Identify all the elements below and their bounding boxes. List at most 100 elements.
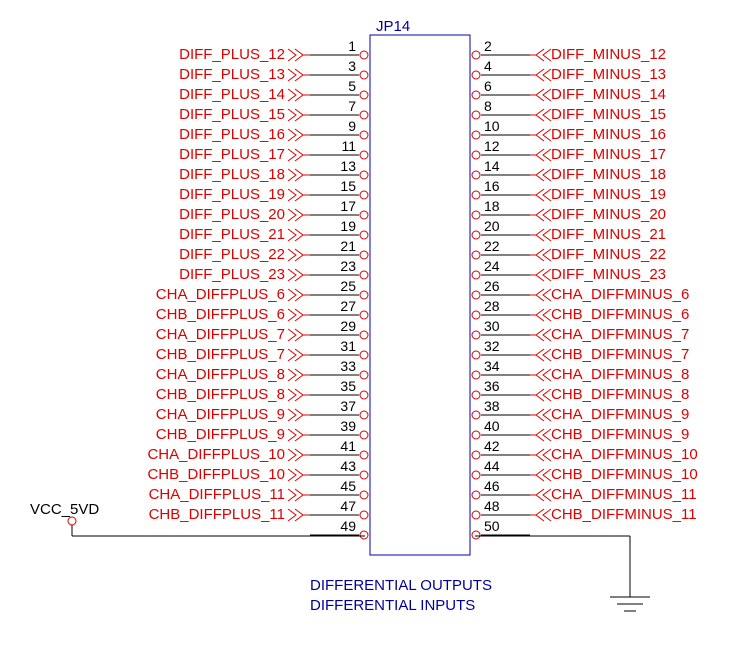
net-label-left: CHB_DIFFPLUS_9 bbox=[156, 426, 285, 443]
net-label-right: DIFF_MINUS_14 bbox=[551, 86, 666, 103]
pin-number-left: 15 bbox=[340, 178, 356, 194]
pin-number-left: 45 bbox=[340, 478, 356, 494]
pin-number-left: 39 bbox=[340, 418, 356, 434]
net-label-right: CHB_DIFFMINUS_6 bbox=[551, 306, 689, 323]
port-chevron-right bbox=[530, 288, 552, 302]
pin-number-right: 48 bbox=[484, 498, 500, 514]
pin-dot-right bbox=[471, 150, 481, 160]
net-label-left: DIFF_PLUS_20 bbox=[179, 206, 285, 223]
port-chevron-left bbox=[287, 348, 310, 362]
vcc-port-circle bbox=[67, 516, 77, 526]
port-chevron-left bbox=[287, 488, 310, 502]
net-label-left: DIFF_PLUS_19 bbox=[179, 186, 285, 203]
port-chevron-left bbox=[287, 48, 310, 62]
port-chevron-left bbox=[287, 468, 310, 482]
pin-dot-right bbox=[471, 310, 481, 320]
pin-number-left: 21 bbox=[340, 238, 356, 254]
port-chevron-right bbox=[530, 68, 552, 82]
port-chevron-right bbox=[530, 508, 552, 522]
pin-number-right: 28 bbox=[484, 298, 500, 314]
pin-number-right: 20 bbox=[484, 218, 500, 234]
pin-number-right: 38 bbox=[484, 398, 500, 414]
connector-body bbox=[369, 34, 471, 556]
port-chevron-left bbox=[287, 148, 310, 162]
net-label-left: DIFF_PLUS_14 bbox=[179, 86, 285, 103]
pin-number-left: 3 bbox=[348, 58, 356, 74]
port-chevron-left bbox=[287, 248, 310, 262]
pin-number-right: 2 bbox=[484, 38, 492, 54]
pin-number-left: 47 bbox=[340, 498, 356, 514]
pin-number-right: 4 bbox=[484, 58, 492, 74]
pin-number-right: 42 bbox=[484, 438, 500, 454]
net-label-left: CHA_DIFFPLUS_9 bbox=[156, 406, 285, 423]
pin-dot-right bbox=[471, 90, 481, 100]
pin-dot-left bbox=[359, 390, 369, 400]
pin-dot-left bbox=[359, 190, 369, 200]
net-label-right: CHA_DIFFMINUS_11 bbox=[551, 486, 697, 503]
pin-number-left: 41 bbox=[340, 438, 356, 454]
pin-number-left: 37 bbox=[340, 398, 356, 414]
pin-dot-right bbox=[471, 390, 481, 400]
net-label-right: CHB_DIFFMINUS_11 bbox=[551, 506, 697, 523]
pin-number-right: 12 bbox=[484, 138, 500, 154]
pin-number-right: 22 bbox=[484, 238, 500, 254]
pin-number-left: 7 bbox=[348, 98, 356, 114]
net-label-left: DIFF_PLUS_13 bbox=[179, 66, 285, 83]
net-label-right: DIFF_MINUS_15 bbox=[551, 106, 666, 123]
net-label-right: CHA_DIFFMINUS_8 bbox=[551, 366, 689, 383]
pin-dot-right bbox=[471, 470, 481, 480]
pin-dot-left bbox=[359, 410, 369, 420]
pin-number-right: 36 bbox=[484, 378, 500, 394]
port-chevron-right bbox=[530, 208, 552, 222]
left-net-lines bbox=[287, 48, 310, 522]
left-net-labels: DIFF_PLUS_12 DIFF_PLUS_13 DIFF_PLUS_14 DIFF… bbox=[147, 46, 285, 523]
ground-symbol bbox=[475, 535, 650, 612]
pin-number-left: 29 bbox=[340, 318, 356, 334]
net-label-right: DIFF_MINUS_23 bbox=[551, 266, 666, 283]
net-label-right: DIFF_MINUS_21 bbox=[551, 226, 666, 243]
pin-dot-right bbox=[471, 430, 481, 440]
pin-number-right: 8 bbox=[484, 98, 492, 114]
port-chevron-left bbox=[287, 308, 310, 322]
right-net-labels: DIFF_MINUS_12 DIFF_MINUS_13 DIFF_MINUS_14 D… bbox=[551, 46, 698, 523]
pin-number-left: 25 bbox=[340, 278, 356, 294]
pin-number-left: 1 bbox=[348, 38, 356, 54]
net-label-left: CHB_DIFFPLUS_7 bbox=[156, 346, 285, 363]
port-chevron-right bbox=[530, 408, 552, 422]
note-line-2: DIFFERENTIAL INPUTS bbox=[310, 597, 475, 614]
pin-number-right: 32 bbox=[484, 338, 500, 354]
net-label-right: CHA_DIFFMINUS_9 bbox=[551, 406, 689, 423]
pin-dot-left bbox=[359, 90, 369, 100]
pin-dot-right bbox=[471, 530, 481, 540]
pin-dot-right bbox=[471, 290, 481, 300]
pin-dot-right bbox=[471, 270, 481, 280]
pin-dot-right bbox=[471, 490, 481, 500]
pin-number-left: 33 bbox=[340, 358, 356, 374]
port-chevron-left bbox=[287, 508, 310, 522]
port-chevron-left bbox=[287, 68, 310, 82]
port-chevron-right bbox=[530, 468, 552, 482]
pin-dot-right bbox=[471, 50, 481, 60]
net-label-left: CHB_DIFFPLUS_6 bbox=[156, 306, 285, 323]
port-chevron-left bbox=[287, 328, 310, 342]
pin-dot-right bbox=[471, 210, 481, 220]
port-chevron-right bbox=[530, 168, 552, 182]
pin-number-right: 30 bbox=[484, 318, 500, 334]
pin-dot-left bbox=[359, 290, 369, 300]
pin-number-left: 49 bbox=[340, 518, 356, 534]
pin-dot-left bbox=[359, 170, 369, 180]
pin-number-right: 26 bbox=[484, 278, 500, 294]
pin-dot-left bbox=[359, 450, 369, 460]
net-label-left: DIFF_PLUS_18 bbox=[179, 166, 285, 183]
pin-number-right: 16 bbox=[484, 178, 500, 194]
pin-dot-left bbox=[359, 50, 369, 60]
net-label-left: CHA_DIFFPLUS_7 bbox=[156, 326, 285, 343]
pin-number-right: 10 bbox=[484, 118, 500, 134]
port-chevron-left bbox=[287, 388, 310, 402]
port-chevron-left bbox=[287, 168, 310, 182]
pin-dot-right bbox=[471, 370, 481, 380]
pin-dot-left bbox=[359, 510, 369, 520]
pin-dot-left bbox=[359, 230, 369, 240]
pin-number-left: 31 bbox=[340, 338, 356, 354]
pin-number-right: 50 bbox=[484, 518, 500, 534]
